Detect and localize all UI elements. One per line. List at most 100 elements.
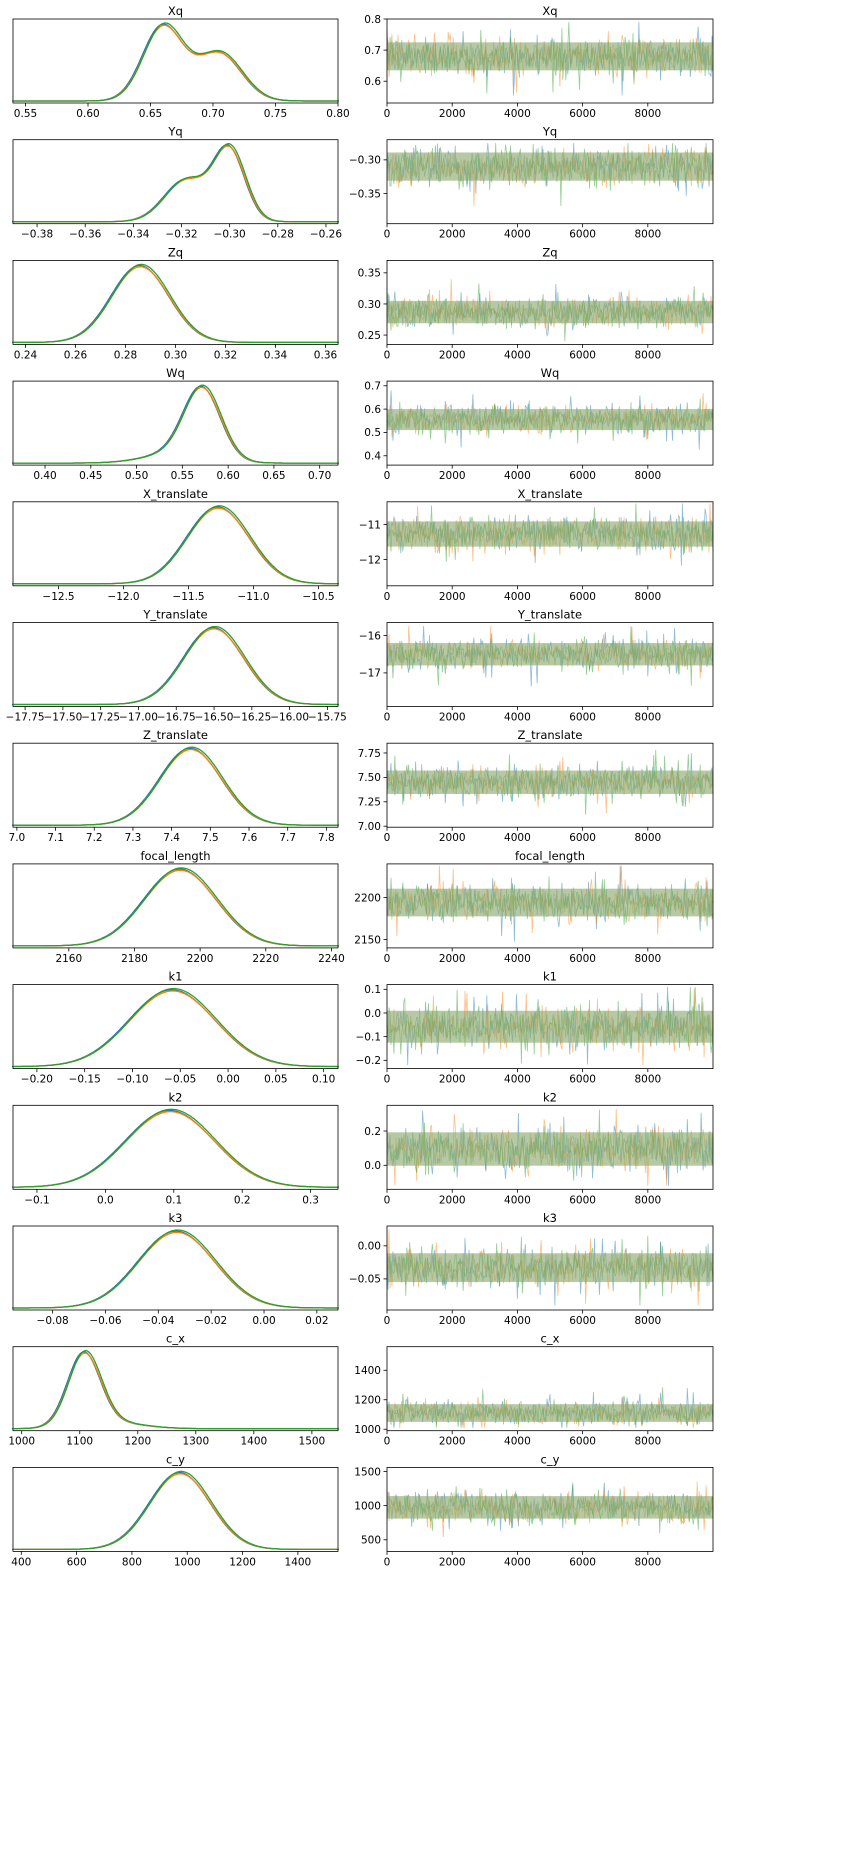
density-title: X_translate [143,487,208,501]
trace-ytick-label: 1000 [354,1424,381,1436]
density-panel-X_translate: X_translate −12.5 −12.0 −11.5 −11.0 −10.5 [12,487,339,603]
density-axes-frame [12,1346,339,1432]
trace-xtick-label: 4000 [504,591,531,603]
density-xtick-label: 1200 [229,1556,256,1568]
trace-xtick-label: 4000 [504,229,531,241]
density-xtick-label: 7.4 [163,832,180,844]
trace-xtick-label: 0 [384,108,391,120]
trace-density-band [387,409,713,431]
trace-xtick-label: 4000 [504,953,531,965]
trace-xtick-label: 6000 [569,108,596,120]
density-axes-frame [12,1225,339,1311]
density-axes-frame [12,380,339,466]
density-line-chain-2 [13,263,339,344]
trace-title: Y_translate [517,608,582,622]
density-xtick-label: −0.26 [310,229,342,241]
density-panel-k3: k3 −0.08 −0.06 −0.04 −0.02 0.00 0.02 [12,1211,339,1327]
density-xtick-label: −17.50 [43,712,82,724]
trace-panel-c_y: c_y 500 1000 1500 0 2000 4000 6000 8000 [354,1452,714,1568]
density-xtick-label: 0.32 [214,349,237,361]
trace-ytick-label: 7.25 [358,797,381,809]
trace-xtick-label: 2000 [439,712,466,724]
density-xtick-label: 0.55 [171,470,194,482]
density-axes-frame [12,1467,339,1552]
density-xtick-label: 0.50 [125,470,148,482]
trace-xtick-label: 4000 [504,1436,531,1448]
density-line-chain-2 [13,746,339,826]
trace-axes-frame [386,742,714,828]
trace-xtick-label: 2000 [439,470,466,482]
density-line-chain-1 [12,1110,338,1188]
density-title: Wq [166,366,185,380]
trace-ytick-label: −0.2 [356,1055,382,1067]
trace-xtick-label: 8000 [634,1315,661,1327]
trace-xtick-label: 0 [384,953,391,965]
density-xtick-label: 7.8 [318,832,335,844]
trace-xtick-label: 4000 [504,1556,531,1568]
density-panel-Z_translate: Z_translate 7.0 7.1 7.2 7.3 7.4 7.5 7.6 7.7 7.8 [9,728,339,844]
density-xtick-label: −0.08 [37,1315,69,1327]
trace-ytick-label: 2150 [354,934,381,946]
density-line-chain-0 [12,1471,338,1551]
density-xtick-label: 7.3 [125,832,142,844]
trace-xtick-label: 2000 [439,832,466,844]
density-panel-k1: k1 −0.20 −0.15 −0.10 −0.05 0.00 0.05 0.10 [12,970,339,1086]
trace-ytick-label: −12 [359,554,381,566]
density-line-chain-1 [13,748,338,826]
trace-axes-frame [386,1104,714,1190]
density-title: k2 [169,1090,183,1104]
trace-xtick-label: 6000 [569,1556,596,1568]
trace-xtick-label: 6000 [569,591,596,603]
trace-xtick-label: 4000 [504,1194,531,1206]
density-xtick-label: 0.3 [302,1194,319,1206]
density-line-chain-0 [12,23,338,102]
trace-xtick-label: 2000 [439,1315,466,1327]
trace-density-band [387,1404,713,1422]
trace-xtick-label: 6000 [569,349,596,361]
trace-ytick-label: 0.0 [364,1160,381,1172]
trace-ytick-label: −17 [359,668,381,680]
density-panel-c_y: c_y 400 600 800 1000 1200 1400 [11,1452,339,1568]
trace-ytick-label: 1400 [354,1365,381,1377]
trace-xtick-label: 4000 [504,1315,531,1327]
trace-xtick-label: 0 [384,591,391,603]
density-line-chain-0 [12,1230,338,1309]
density-axes-frame [12,259,339,345]
trace-title: k1 [543,970,557,984]
density-xtick-label: −0.36 [69,229,101,241]
trace-ytick-label: 0.4 [364,451,381,463]
density-xtick-label: 0.34 [264,349,288,361]
density-line-chain-1 [13,386,338,464]
density-xtick-label: 0.02 [305,1315,328,1327]
density-xtick-label: 2160 [55,953,82,965]
density-line-chain-1 [13,24,338,102]
density-xtick-label: 0.1 [165,1194,182,1206]
density-xtick-label: −17.25 [81,712,120,724]
density-line-chain-2 [13,384,339,464]
trace-xtick-label: 8000 [634,1074,661,1086]
trace-xtick-label: 6000 [569,1074,596,1086]
trace-density-band [387,521,713,547]
density-title: focal_length [140,849,210,863]
trace-density-band [387,300,713,324]
density-line-chain-1 [13,628,338,706]
density-line-chain-2 [13,987,339,1068]
density-line-chain-0 [12,1351,338,1430]
density-xtick-label: 0.65 [139,108,162,120]
trace-xtick-label: 8000 [634,953,661,965]
trace-title: c_x [541,1332,560,1346]
density-panel-k2: k2 −0.1 0.0 0.1 0.2 0.3 [12,1090,339,1206]
trace-axes-frame [386,1225,714,1311]
trace-xtick-label: 2000 [439,349,466,361]
trace-axes-frame [386,259,714,345]
density-line-chain-1 [13,1231,338,1309]
trace-ytick-label: 1200 [354,1395,381,1407]
density-line-chain-0 [12,868,338,947]
trace-xtick-label: 8000 [634,832,661,844]
density-xtick-label: 7.6 [241,832,258,844]
trace-xtick-label: 4000 [504,349,531,361]
density-xtick-label: −0.15 [69,1074,101,1086]
trace-axes-frame [386,380,714,466]
trace-panel-X_translate: X_translate −12 −11 0 2000 4000 6000 8000 [359,487,714,603]
trace-panel-Zq: Zq 0.25 0.30 0.35 0 2000 4000 6000 8000 [358,245,714,361]
